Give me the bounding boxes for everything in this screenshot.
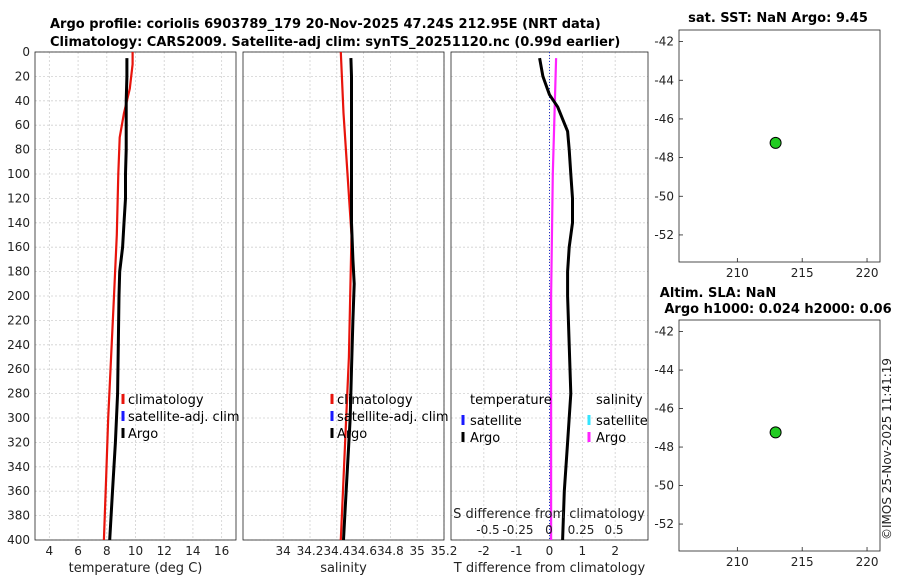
sla_map-xtick-label-1: 215 xyxy=(791,555,814,569)
temperature-xtick-label-2: 8 xyxy=(103,544,111,558)
sal-legend-label-2: Argo xyxy=(337,427,367,442)
sst_map-ytick-label-2: -46 xyxy=(654,112,674,126)
depth-tick-label-15: 300 xyxy=(7,411,30,425)
temperature-xlabel: temperature (deg C) xyxy=(69,561,203,576)
depth-tick-label-5: 100 xyxy=(7,167,30,181)
sla_map-ytick-label-5: -52 xyxy=(654,517,674,531)
salinity-xtick-label-4: 34.8 xyxy=(377,544,404,558)
salinity-xtick-label-3: 34.6 xyxy=(350,544,377,558)
depth-tick-label-20: 400 xyxy=(7,533,30,547)
sst_map-ytick-label-1: -44 xyxy=(654,73,674,87)
salinity-xtick-label-5: 35 xyxy=(410,544,425,558)
difference-xtick-label-2: 0 xyxy=(546,544,554,558)
sdiff-tick-label-1: -0.25 xyxy=(502,523,533,537)
sla-title-line1: Altim. SLA: NaN xyxy=(660,286,776,301)
imos-watermark: ©IMOS 25-Nov-2025 11:41:19 xyxy=(880,358,894,540)
salinity-xtick-label-2: 34.4 xyxy=(323,544,350,558)
sal-climatology-line xyxy=(339,51,353,541)
salinity-xlabel: salinity xyxy=(320,561,367,576)
depth-tick-label-10: 200 xyxy=(7,289,30,303)
temperature-xtick-label-4: 12 xyxy=(157,544,172,558)
temp-legend-label-2: Argo xyxy=(128,427,158,442)
sal-argo-line xyxy=(342,58,356,541)
temperature-xtick-label-0: 4 xyxy=(46,544,54,558)
depth-tick-label-12: 240 xyxy=(7,338,30,352)
sla_map-xtick-label-0: 210 xyxy=(726,555,749,569)
plots-layer: 4 6 8 10 12 14 1602040608010012014016018020022… xyxy=(7,29,881,576)
depth-tick-label-19: 380 xyxy=(7,509,30,523)
sst_map-ytick-label-0: -42 xyxy=(654,35,674,49)
sst_map-xtick-label-2: 220 xyxy=(856,266,879,280)
sdiff-legend-title: salinity xyxy=(596,393,643,408)
temp-argo-line xyxy=(108,58,129,541)
depth-tick-label-0: 0 xyxy=(22,45,30,59)
sla_map-ytick-label-4: -50 xyxy=(654,479,674,493)
sst_map-xtick-label-0: 210 xyxy=(726,266,749,280)
main-title-line1: Argo profile: coriolis 6903789_179 20-No… xyxy=(50,17,601,32)
sdiff-legend-label-1: Argo xyxy=(596,431,626,446)
sla_map-ytick-label-3: -48 xyxy=(654,440,674,454)
difference-xtick-label-0: -2 xyxy=(478,544,490,558)
difference-xtick-label-4: 2 xyxy=(611,544,619,558)
depth-tick-label-4: 80 xyxy=(15,143,30,157)
sdiff-argo-line xyxy=(549,58,558,540)
main-title-line2: Climatology: CARS2009. Satellite-adj cli… xyxy=(50,35,620,50)
depth-tick-label-9: 180 xyxy=(7,265,30,279)
temperature-frame xyxy=(34,51,237,541)
sal-legend-label-0: climatology xyxy=(337,393,413,408)
tdiff-legend-title: temperature xyxy=(470,393,552,408)
tdiff-argo-line xyxy=(538,57,574,541)
temperature-xtick-label-3: 10 xyxy=(128,544,143,558)
temp-climatology-line xyxy=(102,52,134,541)
temp-legend-label-1: satellite-adj. clim xyxy=(128,410,240,425)
sst_map-ytick-label-4: -50 xyxy=(654,189,674,203)
depth-tick-label-8: 160 xyxy=(7,240,30,254)
depth-tick-label-18: 360 xyxy=(7,484,30,498)
sla_map-xtick-label-2: 220 xyxy=(856,555,879,569)
sla_map-frame xyxy=(678,319,881,552)
sdiff-tick-label-2: 0 xyxy=(545,523,553,537)
depth-tick-label-7: 140 xyxy=(7,216,30,230)
sla-title-line2: Argo h1000: 0.024 h2000: 0.06 xyxy=(664,302,891,317)
temperature-xtick-label-5: 14 xyxy=(185,544,200,558)
depth-tick-label-6: 120 xyxy=(7,191,30,205)
depth-tick-label-14: 280 xyxy=(7,387,30,401)
sal-legend-label-1: satellite-adj. clim xyxy=(337,410,449,425)
sst_map-ytick-label-5: -52 xyxy=(654,228,674,242)
salinity-xtick-label-1: 34.2 xyxy=(297,544,324,558)
temperature-xtick-label-1: 6 xyxy=(74,544,82,558)
sst-title: sat. SST: NaN Argo: 9.45 xyxy=(688,11,868,26)
tdiff-legend-label-1: Argo xyxy=(470,431,500,446)
difference-xtick-label-3: 1 xyxy=(579,544,587,558)
sst_map-ytick-label-3: -48 xyxy=(654,151,674,165)
sla_map-ytick-label-2: -46 xyxy=(654,402,674,416)
depth-tick-label-13: 260 xyxy=(7,362,30,376)
tdiff-legend-label-0: satellite xyxy=(470,414,522,429)
difference-xlabel: T difference from climatology xyxy=(453,561,646,576)
depth-tick-label-3: 60 xyxy=(15,118,30,132)
temperature-xtick-label-6: 16 xyxy=(214,544,229,558)
sdiff-legend-label-0: satellite xyxy=(596,414,648,429)
salinity-xtick-label-0: 34 xyxy=(276,544,291,558)
salinity-xtick-label-6: 35.2 xyxy=(431,544,458,558)
sla_map-ytick-label-0: -42 xyxy=(654,325,674,339)
depth-tick-label-1: 20 xyxy=(15,69,30,83)
difference-xtick-label-1: -1 xyxy=(511,544,523,558)
sst_map-float-point-0 xyxy=(769,136,782,149)
sdiff-tick-label-4: 0.5 xyxy=(604,523,623,537)
sla_map-ytick-label-1: -44 xyxy=(654,363,674,377)
depth-tick-label-16: 320 xyxy=(7,435,30,449)
depth-tick-label-11: 220 xyxy=(7,313,30,327)
sst_map-frame xyxy=(678,29,881,263)
temp-legend-label-0: climatology xyxy=(128,393,204,408)
depth-tick-label-17: 340 xyxy=(7,460,30,474)
sla_map-float-point-0 xyxy=(769,426,782,439)
sdiff-tick-label-0: -0.5 xyxy=(476,523,499,537)
sdiff-xlabel: S difference from climatology xyxy=(453,507,645,522)
depth-tick-label-2: 40 xyxy=(15,94,30,108)
sdiff-tick-label-3: 0.25 xyxy=(568,523,595,537)
sst_map-xtick-label-1: 215 xyxy=(791,266,814,280)
